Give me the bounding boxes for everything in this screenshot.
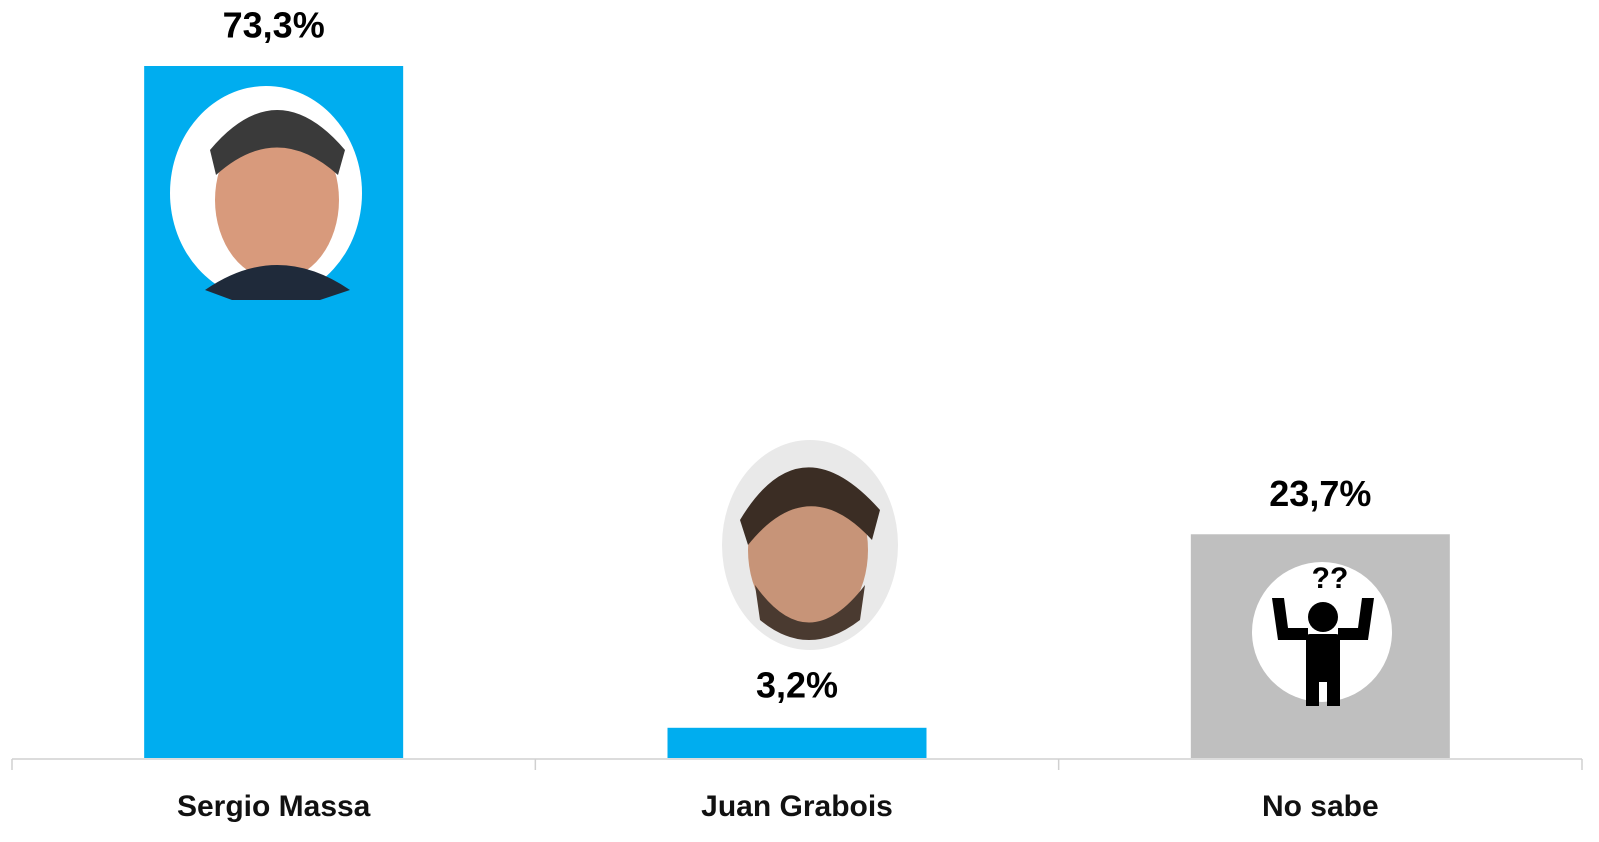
- portrait-massa: [170, 86, 362, 300]
- portrait-grabois: [722, 440, 898, 650]
- icon-no-sabe: ??: [1252, 562, 1392, 706]
- value-label: 3,2%: [756, 664, 838, 705]
- value-label: 73,3%: [223, 5, 325, 46]
- x-tick-label: Juan Grabois: [701, 790, 893, 823]
- x-tick-label: No sabe: [1262, 790, 1379, 823]
- value-label: 23,7%: [1269, 473, 1371, 514]
- icon-glyph: ??: [1312, 562, 1349, 595]
- x-tick-label: Sergio Massa: [177, 790, 371, 823]
- bar: [667, 727, 927, 758]
